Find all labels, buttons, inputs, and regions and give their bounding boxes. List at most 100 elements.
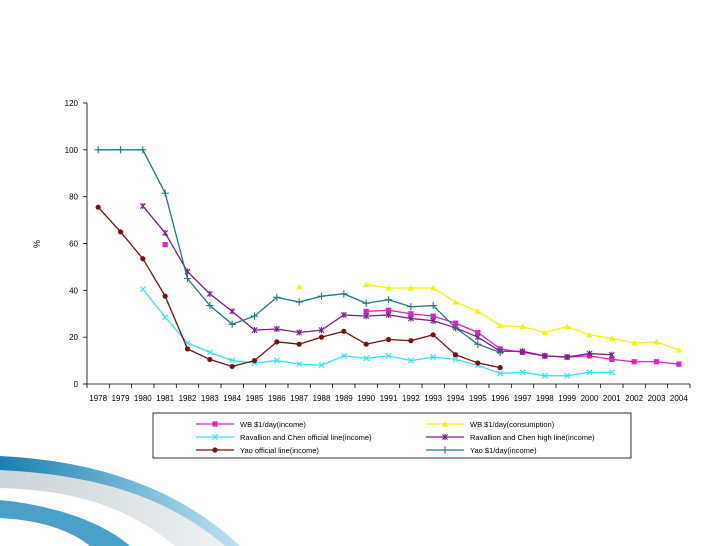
data-point — [541, 372, 548, 379]
data-point — [162, 293, 168, 299]
data-point — [541, 329, 548, 336]
legend: WB $1/day(income) WB $1/day(consumption) R… — [152, 412, 632, 459]
data-point — [363, 341, 369, 347]
data-point — [363, 312, 370, 320]
x-tick-label: 2001 — [603, 394, 621, 403]
series-wb-1-day-income — [162, 242, 682, 367]
series-yao-official-line-income — [95, 204, 503, 371]
data-point — [430, 332, 436, 338]
x-tick-label: 1988 — [313, 394, 331, 403]
x-tick-label: 1996 — [491, 394, 509, 403]
series-line — [98, 149, 501, 354]
data-point — [340, 352, 347, 359]
data-point — [430, 354, 437, 361]
y-tick-label: 100 — [65, 146, 79, 155]
data-point — [631, 359, 637, 365]
data-point — [385, 311, 392, 319]
data-point — [408, 311, 414, 317]
x-tick-label: 1982 — [179, 394, 197, 403]
data-point — [519, 348, 526, 355]
x-tick-label: 1983 — [201, 394, 219, 403]
data-point — [429, 301, 437, 310]
data-point — [251, 357, 258, 364]
data-point — [229, 357, 236, 364]
data-point — [564, 323, 571, 330]
decorative-swoosh — [0, 500, 130, 546]
data-point — [497, 370, 504, 377]
data-point — [385, 284, 392, 291]
data-point — [296, 283, 303, 290]
slide-decoration — [0, 456, 240, 546]
data-point — [407, 315, 414, 322]
legend-label: Yao $1/day(income) — [470, 446, 537, 455]
data-point — [452, 352, 459, 358]
series-yao-1-day-income — [94, 146, 504, 356]
data-point — [229, 363, 235, 370]
data-point — [564, 353, 571, 361]
data-point — [273, 293, 281, 301]
data-point — [497, 322, 504, 329]
x-tick-label: 1981 — [156, 394, 174, 403]
data-point — [496, 348, 504, 356]
legend-swatch-marker — [212, 421, 218, 427]
data-point — [117, 229, 124, 235]
legend-label: Ravallion and Chen official line(income) — [240, 433, 372, 442]
data-point — [519, 369, 526, 376]
data-point — [608, 335, 615, 341]
data-point — [408, 338, 414, 344]
data-point — [474, 340, 482, 348]
y-axis-title: % — [32, 240, 42, 248]
data-point — [474, 308, 481, 315]
x-tick-label: 1999 — [558, 394, 576, 403]
data-point — [340, 311, 347, 319]
legend-swatch-marker — [211, 433, 219, 441]
x-tick-label: 1986 — [268, 394, 286, 403]
x-tick-label: 2004 — [670, 394, 688, 403]
data-point — [407, 303, 415, 311]
x-tick-label: 2002 — [625, 394, 643, 403]
data-point — [95, 204, 101, 210]
x-tick-label: 1989 — [335, 394, 353, 403]
x-tick-label: 1993 — [424, 394, 442, 403]
legend-label: Yao official line(income) — [240, 446, 319, 455]
series-ravallion-and-chen-high-line-income — [139, 202, 615, 361]
data-point — [451, 324, 460, 332]
data-point — [140, 256, 146, 262]
data-point — [250, 312, 259, 320]
data-point — [318, 334, 325, 340]
data-point — [653, 359, 660, 365]
y-tick-label: 120 — [65, 99, 79, 108]
x-tick-label: 1997 — [514, 394, 532, 403]
series-wb-1-day-consumption — [296, 281, 682, 353]
series-ravallion-and-chen-official-line-income — [139, 286, 615, 379]
data-point — [273, 325, 280, 333]
legend-label: Ravallion and Chen high line(income) — [470, 433, 595, 442]
data-point — [609, 356, 615, 363]
x-tick-label: 1990 — [357, 394, 375, 403]
data-point — [296, 329, 303, 336]
x-tick-label: 2000 — [581, 394, 599, 403]
y-tick-label: 80 — [69, 193, 78, 202]
data-point — [586, 331, 593, 338]
x-tick-label: 1992 — [402, 394, 420, 403]
data-point — [273, 357, 280, 364]
data-point — [452, 298, 459, 305]
data-point — [206, 301, 214, 310]
data-point — [116, 146, 125, 154]
axes: 0 20 40 60 80 100 120% 1978 1979 1980 1981 1982 1983… — [32, 99, 691, 403]
data-point — [586, 350, 593, 357]
data-point — [653, 338, 660, 345]
series-line — [142, 205, 612, 358]
data-point — [251, 327, 258, 334]
x-tick-label: 1987 — [290, 394, 308, 403]
data-point — [228, 320, 236, 328]
data-point — [341, 328, 347, 334]
x-tick-label: 1998 — [536, 394, 554, 403]
legend-swatch-marker — [441, 446, 449, 454]
data-point — [541, 352, 548, 359]
data-point — [676, 361, 682, 367]
data-point — [363, 281, 370, 288]
x-tick-label: 1985 — [246, 394, 264, 403]
legend-entry: WB $1/day(income) — [196, 420, 306, 429]
